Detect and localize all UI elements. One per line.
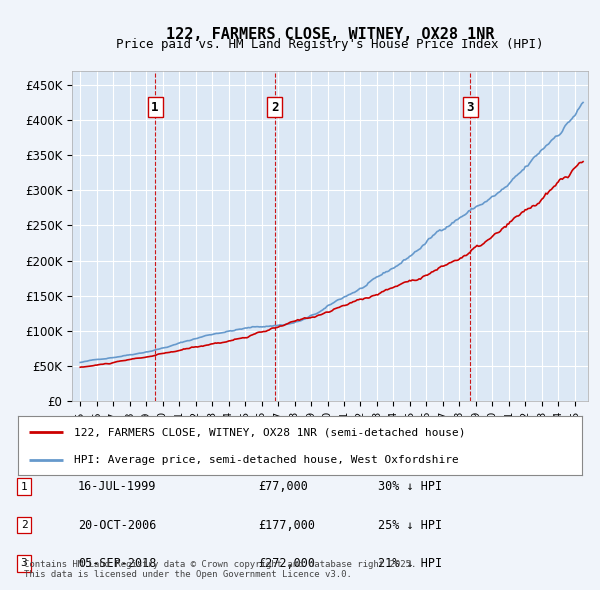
Text: 1: 1	[20, 482, 28, 491]
Text: 1: 1	[151, 101, 159, 114]
Text: £77,000: £77,000	[258, 480, 308, 493]
Text: Price paid vs. HM Land Registry's House Price Index (HPI): Price paid vs. HM Land Registry's House …	[116, 38, 544, 51]
Text: 20-OCT-2006: 20-OCT-2006	[78, 519, 157, 532]
Text: Contains HM Land Registry data © Crown copyright and database right 2025.
This d: Contains HM Land Registry data © Crown c…	[24, 560, 416, 579]
Text: 30% ↓ HPI: 30% ↓ HPI	[378, 480, 442, 493]
Text: 16-JUL-1999: 16-JUL-1999	[78, 480, 157, 493]
Text: 3: 3	[20, 559, 28, 568]
Text: 2: 2	[271, 101, 278, 114]
Text: 25% ↓ HPI: 25% ↓ HPI	[378, 519, 442, 532]
Text: 21% ↓ HPI: 21% ↓ HPI	[378, 557, 442, 570]
Text: 122, FARMERS CLOSE, WITNEY, OX28 1NR: 122, FARMERS CLOSE, WITNEY, OX28 1NR	[166, 27, 494, 41]
Text: 2: 2	[20, 520, 28, 530]
Text: 05-SEP-2018: 05-SEP-2018	[78, 557, 157, 570]
Text: 122, FARMERS CLOSE, WITNEY, OX28 1NR (semi-detached house): 122, FARMERS CLOSE, WITNEY, OX28 1NR (se…	[74, 428, 466, 437]
Text: £177,000: £177,000	[258, 519, 315, 532]
Text: HPI: Average price, semi-detached house, West Oxfordshire: HPI: Average price, semi-detached house,…	[74, 455, 459, 465]
Text: £272,000: £272,000	[258, 557, 315, 570]
Text: 3: 3	[467, 101, 474, 114]
